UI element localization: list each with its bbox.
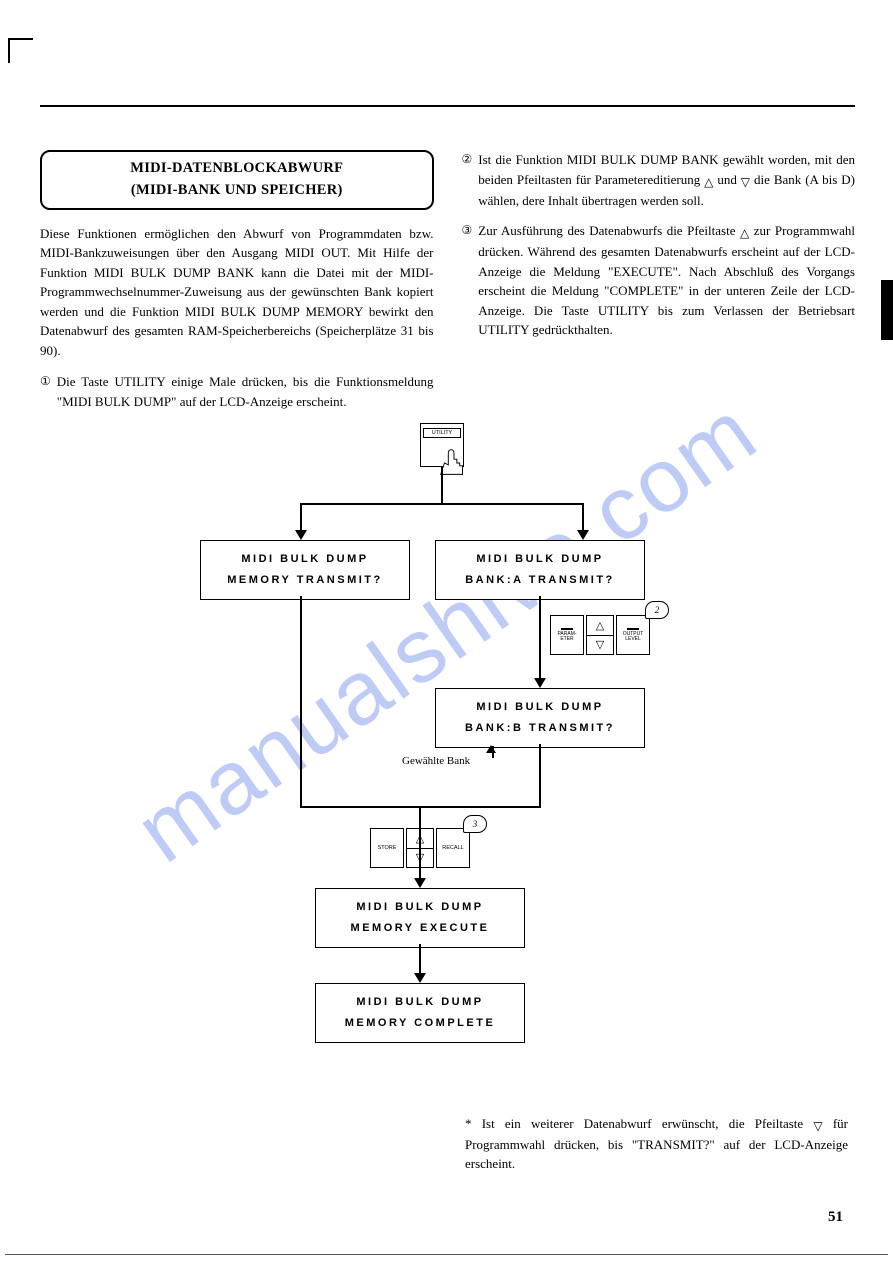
step-3: ③ Zur Ausführung des Datenabwurfs die Pf… [462,221,856,340]
flow-line [300,503,584,505]
section-title: MIDI-DATENBLOCKABWURF (MIDI-BANK UND SPE… [40,150,434,210]
triangle-up-icon [740,223,749,243]
intro-paragraph: Diese Funktionen ermöglichen den Abwurf … [40,224,434,361]
arrow-down-icon [534,678,546,688]
triangle-up-icon: △ [587,616,613,636]
flow-box-complete: MIDI BULK DUMP MEMORY COMPLETE [315,983,525,1043]
flow-box-bank-b: MIDI BULK DUMP BANK:B TRANSMIT? [435,688,645,748]
step-1-number: ① [40,372,51,411]
step-2: ② Ist die Funktion MIDI BULK DUMP BANK g… [462,150,856,211]
arrow-down-icon [295,530,307,540]
triangle-down-icon: ▽ [407,849,433,868]
right-column: ② Ist die Funktion MIDI BULK DUMP BANK g… [462,150,856,421]
step-badge-2: 2 [645,601,669,619]
page: manualshive.com MIDI-DATENBLOCKABWURF (M… [0,0,893,1263]
flow-line [582,503,584,533]
store-button: STORE [370,828,404,868]
triangle-down-icon: ▽ [587,636,613,655]
arrow-up-icon [486,745,496,753]
flowchart: UTILITY MIDI BULK DUMP MEMORY TRANSMIT? … [40,423,855,1123]
step-2-number: ② [462,150,473,211]
title-line-2: (MIDI-BANK UND SPEICHER) [52,180,422,202]
triangle-down-icon [741,172,750,192]
arrow-down-icon [414,878,426,888]
corner-mark [8,38,33,63]
text-columns: MIDI-DATENBLOCKABWURF (MIDI-BANK UND SPE… [40,150,855,421]
flow-line [419,944,421,976]
footnote: * Ist ein weiterer Datenabwurf erwünscht… [465,1115,848,1174]
triangle-up-icon: △ [407,829,433,849]
arrow-buttons: △ ▽ [406,828,434,868]
step-2-text: Ist die Funktion MIDI BULK DUMP BANK gew… [478,150,855,211]
arrow-down-icon [414,973,426,983]
triangle-up-icon [704,172,713,192]
step-1: ① Die Taste UTILITY einige Male drücken,… [40,372,434,411]
parameter-button: PARAM- ETER [550,615,584,655]
step-3-number: ③ [462,221,473,340]
arrow-down-icon [577,530,589,540]
arrow-buttons: △ ▽ [586,615,614,655]
step-3-text: Zur Ausführung des Datenabwurfs die Pfei… [478,221,855,340]
title-line-1: MIDI-DATENBLOCKABWURF [52,158,422,180]
flow-box-execute: MIDI BULK DUMP MEMORY EXECUTE [315,888,525,948]
output-level-button: OUTPUT LEVEL [616,615,650,655]
page-number: 51 [828,1209,843,1226]
flow-box-bank-a: MIDI BULK DUMP BANK:A TRANSMIT? [435,540,645,600]
flow-line [300,596,302,806]
flow-line [300,503,302,533]
edge-tab [881,280,893,340]
flow-line [441,467,443,503]
left-column: MIDI-DATENBLOCKABWURF (MIDI-BANK UND SPE… [40,150,434,421]
triangle-down-icon [813,1117,822,1136]
selected-bank-caption: Gewählte Bank [402,755,470,767]
top-rule [40,105,855,107]
flow-line [539,744,541,806]
recall-button: RECALL [436,828,470,868]
step-badge-3: 3 [463,815,487,833]
bottom-rule [5,1254,888,1255]
flow-box-memory-transmit: MIDI BULK DUMP MEMORY TRANSMIT? [200,540,410,600]
flow-line [539,596,541,681]
step-1-text: Die Taste UTILITY einige Male drücken, b… [57,372,434,411]
